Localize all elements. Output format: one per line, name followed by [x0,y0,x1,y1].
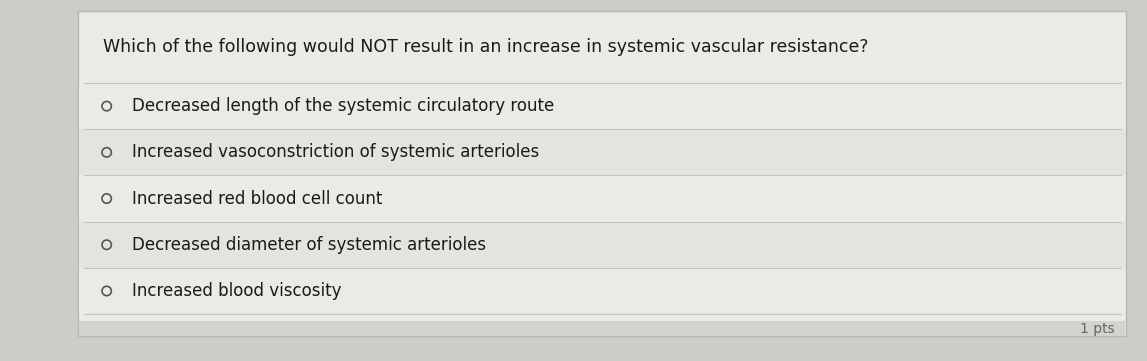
Bar [0,339,1147,361]
Text: Decreased diameter of systemic arterioles: Decreased diameter of systemic arteriole… [132,236,486,254]
Bar [79,321,1125,336]
Bar [79,83,1125,129]
Bar [79,129,1125,175]
Text: Increased blood viscosity: Increased blood viscosity [132,282,342,300]
Text: Increased red blood cell count: Increased red blood cell count [132,190,382,208]
Bar [79,268,1125,314]
Text: 1 pts: 1 pts [1080,322,1115,335]
Text: Increased vasoconstriction of systemic arterioles: Increased vasoconstriction of systemic a… [132,143,539,161]
Bar [79,175,1125,222]
Bar [78,11,1126,336]
Text: Which of the following would NOT result in an increase in systemic vascular resi: Which of the following would NOT result … [103,38,868,56]
Text: Decreased length of the systemic circulatory route: Decreased length of the systemic circula… [132,97,554,115]
Bar [79,222,1125,268]
